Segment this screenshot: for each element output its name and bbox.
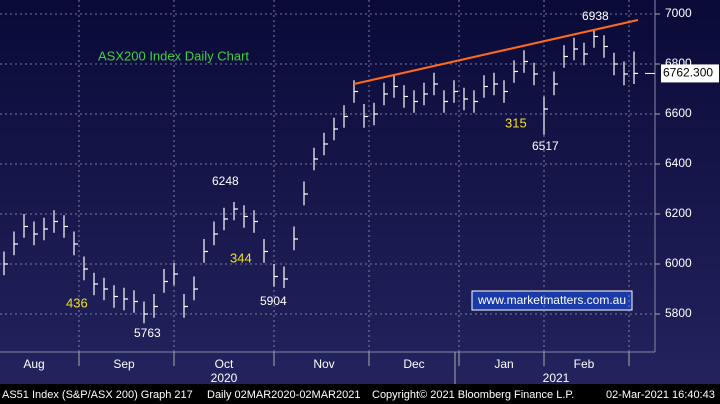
y-tick-label: 6200 [665,206,692,220]
x-tick-label: Aug [23,357,44,371]
x-tick-label: Sep [113,357,135,371]
y-tick-label: 7000 [665,6,692,20]
watermark: www.marketmatters.com.au [477,293,626,307]
y-tick-label: 6400 [665,156,692,170]
annotation: 5763 [134,326,161,340]
x-tick-label: Nov [313,357,334,371]
watermark-box [471,290,633,311]
count-label: 436 [66,295,88,310]
footer-bar [0,384,720,404]
y-tick-label: 6000 [665,256,692,270]
annotation: 6248 [212,174,239,188]
x-tick-label: Jan [494,357,513,371]
count-label: 344 [230,250,252,265]
year-label: 2020 [211,371,238,385]
annotation: 6938 [582,9,609,23]
footer-text: Copyright© 2021 Bloomberg Finance L.P. [372,389,574,401]
last-price-box [661,64,719,83]
y-tick-label: 6600 [665,106,692,120]
year-label: 2021 [543,371,570,385]
count-label: 315 [505,115,527,130]
footer-text: AS51 Index (S&P/ASX 200) Graph 217 [2,389,193,401]
x-tick-label: Dec [403,357,424,371]
x-tick-label: Oct [215,357,234,371]
annotation: 5904 [260,294,287,308]
trendline [353,19,639,85]
annotation: 6517 [532,139,559,153]
last-price-label: 6762.300 [663,66,713,80]
footer-text: Daily 02MAR2020-02MAR2021 [207,389,360,401]
y-tick-label: 5800 [665,306,692,320]
footer-text: 02-Mar-2021 16:40:43 [606,389,715,401]
x-tick-label: Feb [574,357,595,371]
